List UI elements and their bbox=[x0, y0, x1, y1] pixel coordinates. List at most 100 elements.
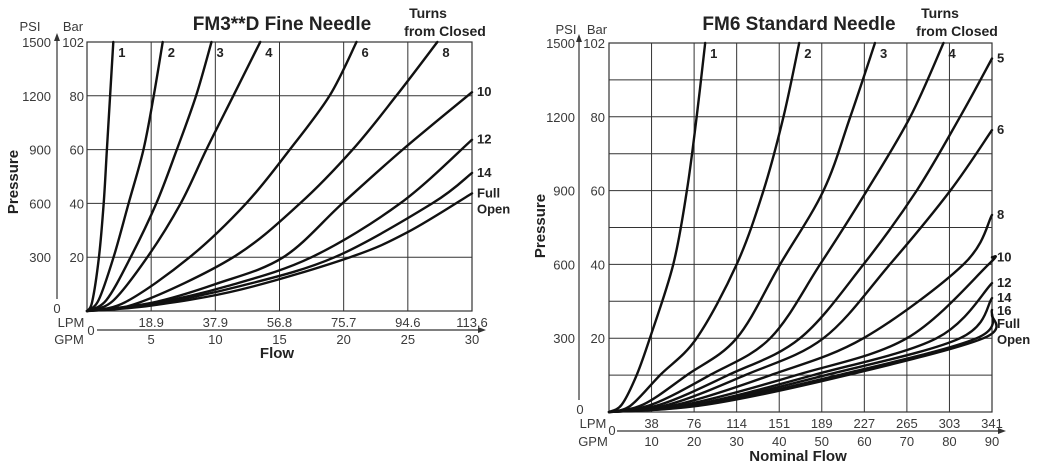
curve-label: 16 bbox=[997, 303, 1011, 318]
curve-label-line: Open bbox=[997, 332, 1030, 347]
y-tick-psi: 1200 bbox=[546, 110, 575, 125]
x-tick-gpm: 70 bbox=[900, 434, 914, 449]
x-unit-lpm: LPM bbox=[580, 416, 607, 431]
legend-title-line2: from Closed bbox=[916, 23, 998, 39]
legend-title-line2: from Closed bbox=[404, 23, 486, 39]
curve-label: 6 bbox=[362, 45, 369, 60]
y-tick-bar: 40 bbox=[591, 257, 605, 272]
legend-title-line1: Turns bbox=[921, 5, 959, 21]
x-tick-lpm: 18.9 bbox=[139, 315, 164, 330]
x-tick-gpm: 5 bbox=[148, 332, 155, 347]
chart-title: FM6 Standard Needle bbox=[702, 14, 895, 35]
curve-label: 14 bbox=[477, 165, 492, 180]
y-tick-bar: 80 bbox=[591, 110, 605, 125]
x-unit-gpm: GPM bbox=[578, 434, 608, 449]
curve-turns-8 bbox=[607, 213, 994, 414]
y-axis-arrowhead bbox=[54, 33, 60, 41]
y-tick-psi: 1200 bbox=[22, 89, 51, 104]
curve-turns-full-open bbox=[607, 313, 998, 414]
curve-label-line: Open bbox=[477, 201, 510, 216]
y-tick-psi: 1500 bbox=[546, 36, 575, 51]
curve-turns-14 bbox=[607, 296, 994, 414]
x-tick-gpm: 30 bbox=[465, 332, 479, 347]
curve-label: 6 bbox=[997, 122, 1004, 137]
curve-label: 3 bbox=[880, 46, 887, 61]
x-tick-lpm: 76 bbox=[687, 416, 701, 431]
curve-turns-8 bbox=[85, 40, 439, 313]
curve-turns-2 bbox=[85, 40, 164, 313]
x-unit-lpm: LPM bbox=[58, 315, 85, 330]
curve-turns-3 bbox=[607, 41, 877, 414]
curve-turns-6 bbox=[607, 128, 994, 414]
curve-turns-1 bbox=[607, 41, 707, 414]
curve-turns-10 bbox=[607, 255, 997, 414]
curve-label: 14 bbox=[997, 290, 1012, 305]
y-tick-bar: 80 bbox=[70, 89, 84, 104]
x-tick-gpm: 30 bbox=[729, 434, 743, 449]
y-axis-label: Pressure bbox=[532, 194, 549, 258]
x-tick-lpm: 114 bbox=[726, 416, 747, 431]
x-tick-lpm: 189 bbox=[811, 416, 833, 431]
y-tick-bar: 102 bbox=[62, 35, 84, 50]
curve-label-line: Full bbox=[477, 185, 500, 200]
y-axis-arrowhead bbox=[576, 34, 582, 42]
x-tick-gpm: 40 bbox=[772, 434, 786, 449]
y-tick-psi: 600 bbox=[29, 196, 51, 211]
x-tick-gpm: 10 bbox=[644, 434, 658, 449]
curve-turns-1 bbox=[85, 40, 115, 313]
chart-title: FM3**D Fine Needle bbox=[193, 14, 371, 35]
curve-turns-4 bbox=[85, 40, 262, 313]
x-tick-gpm: 20 bbox=[336, 332, 350, 347]
curve-label: 2 bbox=[804, 46, 811, 61]
x-tick-gpm: 20 bbox=[687, 434, 701, 449]
x-zero-label: 0 bbox=[608, 423, 615, 438]
curve-turns-16 bbox=[607, 308, 995, 414]
x-tick-gpm: 90 bbox=[985, 434, 999, 449]
x-axis-label: Nominal Flow bbox=[749, 448, 847, 465]
legend-title-line1: Turns bbox=[409, 5, 447, 21]
x-axis-label: Flow bbox=[260, 345, 294, 362]
y-zero-label: 0 bbox=[576, 402, 583, 417]
x-tick-lpm: 151 bbox=[768, 416, 790, 431]
curve-turns-3 bbox=[85, 40, 213, 313]
chart-fm3-fine-needle: FM3**D Fine Needle Turns from Closed PSI… bbox=[5, 5, 486, 362]
y-axis-label: Pressure bbox=[5, 150, 22, 214]
x-tick-gpm: 15 bbox=[272, 332, 286, 347]
y-tick-bar: 20 bbox=[70, 250, 84, 265]
curve-label: 8 bbox=[997, 207, 1004, 222]
x-tick-lpm: 265 bbox=[896, 416, 918, 431]
y-unit-bar: Bar bbox=[63, 19, 84, 34]
curve-turns-2 bbox=[607, 41, 801, 414]
x-tick-lpm: 341 bbox=[981, 416, 1003, 431]
y-tick-bar: 40 bbox=[70, 196, 84, 211]
x-axis-arrowhead bbox=[478, 327, 486, 333]
x-unit-gpm: GPM bbox=[54, 332, 84, 347]
plot-frame bbox=[608, 42, 993, 413]
x-tick-lpm: 38 bbox=[644, 416, 658, 431]
y-zero-label: 0 bbox=[53, 301, 60, 316]
curve-label: Full Open bbox=[477, 185, 510, 216]
curve-label: 8 bbox=[442, 45, 449, 60]
curve-label: 5 bbox=[997, 50, 1004, 65]
y-tick-psi: 1500 bbox=[22, 35, 51, 50]
x-tick-lpm: 227 bbox=[853, 416, 875, 431]
y-tick-bar: 60 bbox=[70, 143, 84, 158]
curve-label: 12 bbox=[477, 132, 491, 147]
x-tick-gpm: 10 bbox=[208, 332, 222, 347]
y-tick-psi: 300 bbox=[29, 250, 51, 265]
curve-label: 4 bbox=[265, 45, 273, 60]
x-tick-lpm: 94.6 bbox=[395, 315, 420, 330]
curve-label: 12 bbox=[997, 275, 1011, 290]
y-tick-psi: 900 bbox=[29, 143, 51, 158]
curve-turns-full-open bbox=[85, 192, 474, 313]
plot-frame bbox=[86, 41, 473, 312]
curve-label: 1 bbox=[710, 46, 717, 61]
x-tick-lpm: 56.8 bbox=[267, 315, 292, 330]
curve-label-line: Full bbox=[997, 316, 1020, 331]
curve-label: 2 bbox=[168, 45, 175, 60]
x-tick-lpm: 37.9 bbox=[203, 315, 228, 330]
curve-turns-4 bbox=[607, 41, 945, 414]
